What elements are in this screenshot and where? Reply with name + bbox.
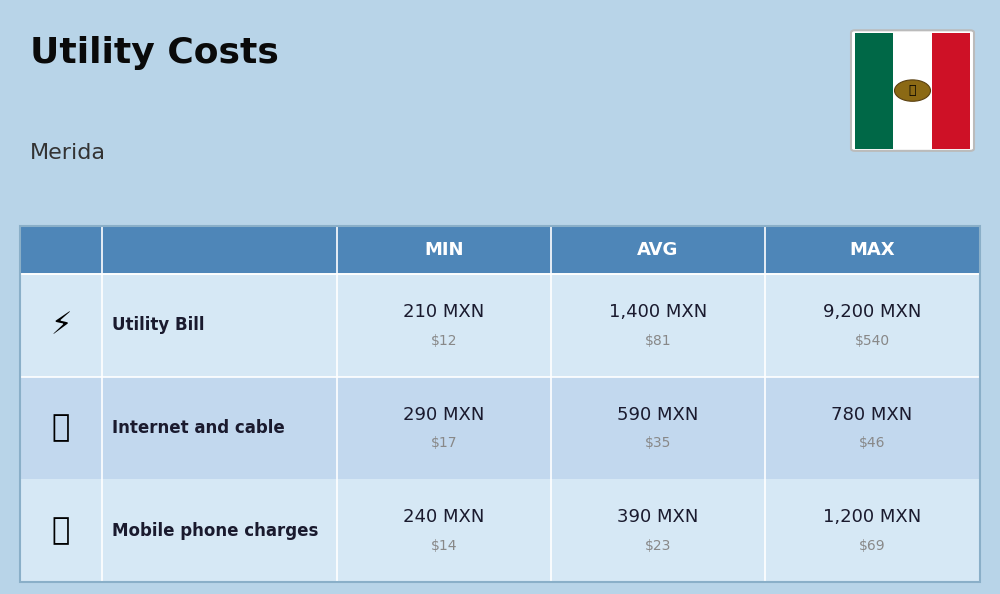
Text: $81: $81	[645, 334, 671, 347]
Text: ⚡: ⚡	[50, 311, 71, 340]
Text: 9,200 MXN: 9,200 MXN	[823, 303, 921, 321]
Text: $17: $17	[431, 437, 457, 450]
FancyBboxPatch shape	[851, 30, 974, 151]
FancyBboxPatch shape	[28, 492, 93, 569]
FancyBboxPatch shape	[28, 390, 93, 467]
Text: 240 MXN: 240 MXN	[403, 508, 485, 526]
Bar	[20, 226, 980, 582]
Text: $12: $12	[431, 334, 457, 347]
Text: 590 MXN: 590 MXN	[617, 406, 699, 424]
Text: $69: $69	[859, 539, 885, 553]
Bar	[893, 33, 932, 148]
Text: $540: $540	[854, 334, 890, 347]
Text: 290 MXN: 290 MXN	[403, 406, 485, 424]
Text: $35: $35	[645, 437, 671, 450]
Text: MAX: MAX	[849, 241, 895, 259]
Bar	[20, 377, 980, 479]
Text: 🦅: 🦅	[909, 84, 916, 97]
Text: AVG: AVG	[637, 241, 679, 259]
Bar	[20, 274, 980, 377]
Text: 📱: 📱	[52, 516, 70, 545]
Text: Utility Bill: Utility Bill	[112, 316, 204, 334]
Text: $23: $23	[645, 539, 671, 553]
Text: Internet and cable: Internet and cable	[112, 419, 284, 437]
Bar	[20, 226, 980, 274]
Text: Utility Costs: Utility Costs	[30, 36, 279, 69]
Text: 780 MXN: 780 MXN	[831, 406, 913, 424]
Text: $46: $46	[859, 437, 885, 450]
FancyBboxPatch shape	[28, 286, 93, 364]
Text: Mobile phone charges: Mobile phone charges	[112, 522, 318, 540]
Text: 1,400 MXN: 1,400 MXN	[609, 303, 707, 321]
Bar	[932, 33, 970, 148]
Text: 210 MXN: 210 MXN	[403, 303, 484, 321]
Text: 📡: 📡	[52, 413, 70, 443]
Bar	[855, 33, 893, 148]
Text: 390 MXN: 390 MXN	[617, 508, 699, 526]
Text: MIN: MIN	[424, 241, 464, 259]
Text: $14: $14	[431, 539, 457, 553]
Text: 1,200 MXN: 1,200 MXN	[823, 508, 921, 526]
Circle shape	[895, 80, 930, 101]
Text: Merida: Merida	[30, 143, 106, 163]
Bar	[20, 479, 980, 582]
